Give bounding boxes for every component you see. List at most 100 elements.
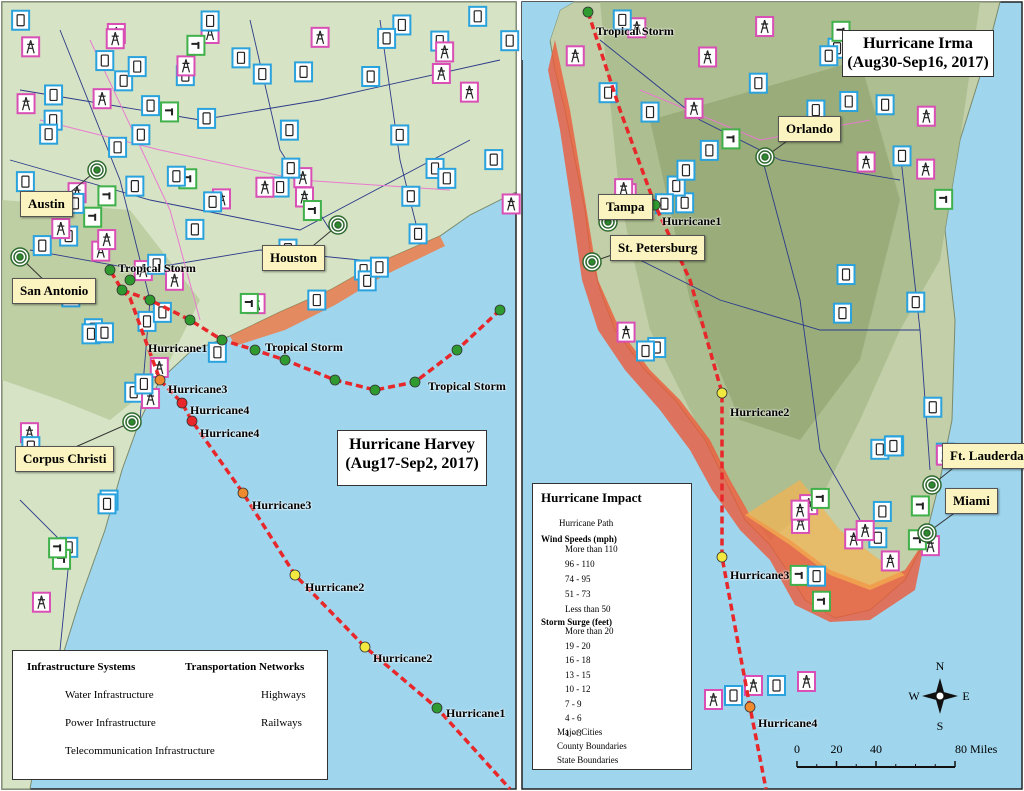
infrastructure-icon: [767, 675, 786, 696]
path-point: [237, 487, 249, 499]
icon-glyph: [53, 544, 62, 552]
infrastructure-icon: [724, 685, 743, 706]
compass-letter: W: [908, 689, 920, 703]
icon-frame: [640, 101, 660, 123]
highway: [759, 149, 861, 521]
icon-frame: [44, 84, 64, 106]
infrastructure-icon: [32, 235, 52, 257]
icon-glyph: [100, 326, 109, 339]
city-label: San Antonio: [12, 278, 97, 304]
icon-glyph: [139, 263, 148, 278]
scale-label: 40: [870, 742, 882, 756]
icon-glyph: [300, 190, 309, 204]
icon-glyph: [754, 77, 763, 90]
path-label: Hurricane1: [662, 214, 722, 228]
icon-glyph: [152, 258, 161, 271]
icon-frame: [676, 159, 696, 181]
infrastructure-icon: [51, 218, 71, 240]
icon-frame: [294, 61, 314, 83]
icon-glyph: [928, 401, 937, 414]
icon-glyph: [641, 344, 650, 358]
legend-label: Power Infrastructure: [65, 717, 156, 729]
highway: [899, 149, 931, 471]
path-label: Hurricane1: [148, 341, 208, 355]
legend-label: Water Infrastructure: [65, 689, 154, 701]
icon-glyph: [102, 192, 111, 200]
icon-frame: [699, 139, 719, 161]
infrastructure-icon: [108, 136, 128, 158]
path-point: [582, 6, 594, 18]
legend-label: 51 - 73: [565, 589, 591, 599]
icon-glyph: [726, 135, 735, 143]
icon-frame: [906, 291, 926, 313]
icon-frame: [51, 218, 71, 240]
icon-glyph: [86, 327, 96, 340]
path-point: [124, 274, 136, 286]
infrastructure-icon: [640, 101, 660, 123]
infrastructure-icon: [832, 302, 852, 324]
icon-frame: [239, 292, 259, 314]
infrastructure-icon: [231, 47, 251, 69]
icon-frame: [255, 176, 275, 198]
infrastructure-icon: [598, 82, 618, 104]
icon-glyph: [155, 360, 164, 375]
icon-frame: [431, 62, 451, 84]
icon-glyph: [645, 105, 655, 119]
icon-glyph: [102, 497, 112, 510]
infrastructure-icon: [684, 97, 704, 119]
icon-frame: [39, 123, 59, 145]
path-point: [186, 415, 198, 427]
icon-glyph: [922, 109, 931, 123]
icon-frame: [185, 218, 205, 240]
railway: [89, 39, 201, 321]
icon-frame: [11, 9, 31, 31]
icon-frame: [923, 396, 943, 418]
icon-glyph: [760, 19, 769, 34]
icon-frame: [166, 165, 186, 187]
icon-frame: [484, 149, 504, 171]
icon-glyph: [849, 532, 858, 546]
icon-frame: [21, 36, 41, 58]
city-label: Miami: [945, 488, 998, 514]
highway: [619, 249, 920, 331]
path-point: [329, 374, 341, 386]
icon-frame: [698, 46, 718, 68]
infrastructure-icon: [97, 185, 117, 207]
icon-frame: [207, 341, 227, 363]
icon-frame: [392, 14, 412, 36]
city-label: Austin: [20, 191, 73, 217]
icon-glyph: [165, 108, 174, 116]
legend-label: Railways: [261, 717, 302, 729]
icon-glyph: [382, 32, 391, 45]
icon-glyph: [375, 261, 384, 274]
icon-frame: [125, 175, 145, 197]
path-point: [154, 374, 166, 386]
icon-glyph: [307, 207, 316, 215]
icon-frame: [134, 373, 154, 395]
icon-glyph: [111, 32, 120, 46]
icon-glyph: [440, 45, 449, 59]
icon-frame: [501, 193, 521, 215]
infrastructure-icon: [401, 185, 421, 207]
icon-frame: [31, 591, 51, 613]
infrastructure-icon: [390, 124, 410, 146]
icon-glyph: [276, 180, 285, 194]
icon-frame: [176, 55, 196, 77]
icon-glyph: [437, 66, 446, 81]
icon-glyph: [102, 232, 111, 247]
path-point: [289, 569, 301, 581]
icon-glyph: [862, 155, 871, 169]
icon-glyph: [146, 99, 155, 112]
icon-frame: [307, 289, 327, 311]
infrastructure-icon: [811, 590, 831, 612]
icon-frame: [401, 185, 421, 207]
icon-frame: [48, 537, 68, 559]
path-point: [249, 344, 261, 356]
icon-glyph: [824, 49, 833, 62]
infrastructure-icon: [755, 16, 775, 38]
harvey-legend: Infrastructure Systems Transportation Ne…: [12, 650, 328, 780]
icon-frame: [186, 34, 206, 56]
icon-glyph: [286, 162, 295, 175]
compass-letter: E: [962, 689, 969, 703]
icon-frame: [790, 499, 810, 521]
